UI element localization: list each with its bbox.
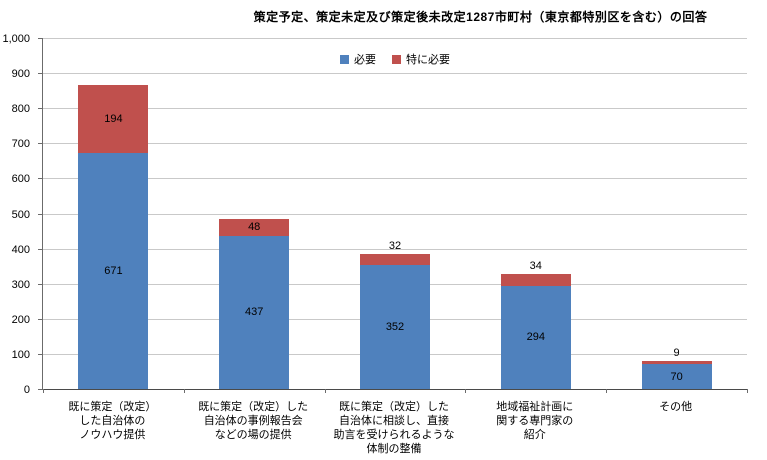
bar-segment <box>360 254 430 266</box>
bar-value-label: 34 <box>529 259 542 272</box>
x-axis-tick <box>324 389 326 393</box>
y-axis-tick-label: 500 <box>11 208 30 221</box>
x-axis-category-label: その他 <box>659 401 693 413</box>
gridline <box>43 178 747 180</box>
y-axis-tick <box>38 353 43 355</box>
bar-segment <box>500 273 571 286</box>
y-axis-tick-label: 0 <box>23 384 30 396</box>
y-axis-tick <box>38 213 43 215</box>
bar-segment <box>78 85 149 154</box>
bar-segment <box>219 218 290 236</box>
x-axis-tick <box>465 389 467 393</box>
legend-swatch-icon <box>392 54 401 64</box>
bar-segment <box>360 265 430 389</box>
gridline <box>43 108 747 110</box>
bar-segment <box>219 235 290 389</box>
bar-value-label: 352 <box>385 321 405 334</box>
x-axis-tick <box>606 389 608 393</box>
bar-value-label: 294 <box>526 331 545 344</box>
x-axis-category-label: 既に策定（改定）した 自治体に相談し、直接 助言を受けられるような 体制の整備 <box>333 401 455 455</box>
y-axis-tick-label: 900 <box>11 68 30 81</box>
bar-value-label: 9 <box>673 347 680 360</box>
y-axis-tick-label: 100 <box>11 348 30 361</box>
bar-segment <box>641 364 712 389</box>
bar-segment <box>78 153 149 389</box>
legend-item: 特に必要 <box>392 51 450 67</box>
bar-segment <box>641 361 712 365</box>
x-axis-category-label: 既に策定（改定） した自治体の ノウハウ提供 <box>68 401 157 441</box>
bar-value-label: 48 <box>248 221 261 234</box>
legend-item: 必要 <box>340 51 376 67</box>
y-axis-tick-label: 400 <box>11 243 30 256</box>
y-axis-tick-label: 800 <box>11 103 30 116</box>
x-axis-tick <box>183 389 185 393</box>
bar-segment <box>500 285 571 389</box>
bar-value-label: 70 <box>670 370 683 383</box>
y-axis-tick <box>38 38 43 39</box>
y-axis-tick <box>38 389 43 390</box>
y-axis-tick-label: 200 <box>11 313 30 326</box>
y-axis-tick <box>38 283 43 285</box>
y-axis-tick <box>38 248 43 250</box>
x-axis: 既に策定（改定） した自治体の ノウハウ提供 既に策定（改定）した 自治体の事例報… <box>42 394 747 460</box>
plot-area: 必要 特に必要 671 194 437 48 352 32 294 34 70 9 <box>38 38 748 393</box>
y-axis-tick-label: 600 <box>11 173 30 186</box>
bar-value-label: 437 <box>245 306 264 319</box>
legend-swatch-icon <box>340 54 349 64</box>
legend: 必要 特に必要 <box>43 51 747 67</box>
bar-value-label: 194 <box>104 113 123 126</box>
gridline <box>43 73 747 75</box>
y-axis-tick <box>38 178 43 180</box>
gridline <box>43 248 747 250</box>
y-axis: 0 100 200 300 400 500 600 700 800 900 1,000 <box>0 33 37 396</box>
x-axis-category-label: 地域福祉計画に 関する専門家の 紹介 <box>496 401 574 441</box>
x-axis-tick <box>747 389 748 393</box>
y-axis-tick <box>38 143 43 145</box>
y-axis-tick-label: 1,000 <box>2 33 30 45</box>
bar-value-label: 671 <box>104 265 123 278</box>
gridline <box>43 213 747 215</box>
y-axis-tick <box>38 108 43 110</box>
x-axis-category-label: 既に策定（改定）した 自治体の事例報告会 などの場の提供 <box>198 401 309 441</box>
gridline <box>43 38 747 39</box>
y-axis-tick <box>38 73 43 75</box>
legend-label: 特に必要 <box>406 54 450 66</box>
chart-title: 策定予定、策定未定及び策定後未改定1287市町村（東京都特別区を含む）の回答 <box>253 10 708 24</box>
bar-value-label: 32 <box>388 240 402 253</box>
y-axis-tick-label: 700 <box>11 138 30 151</box>
legend-label: 必要 <box>354 54 376 66</box>
y-axis-tick <box>38 318 43 320</box>
x-axis-tick <box>43 389 44 393</box>
gridline <box>43 143 747 145</box>
y-axis-tick-label: 300 <box>11 278 30 291</box>
